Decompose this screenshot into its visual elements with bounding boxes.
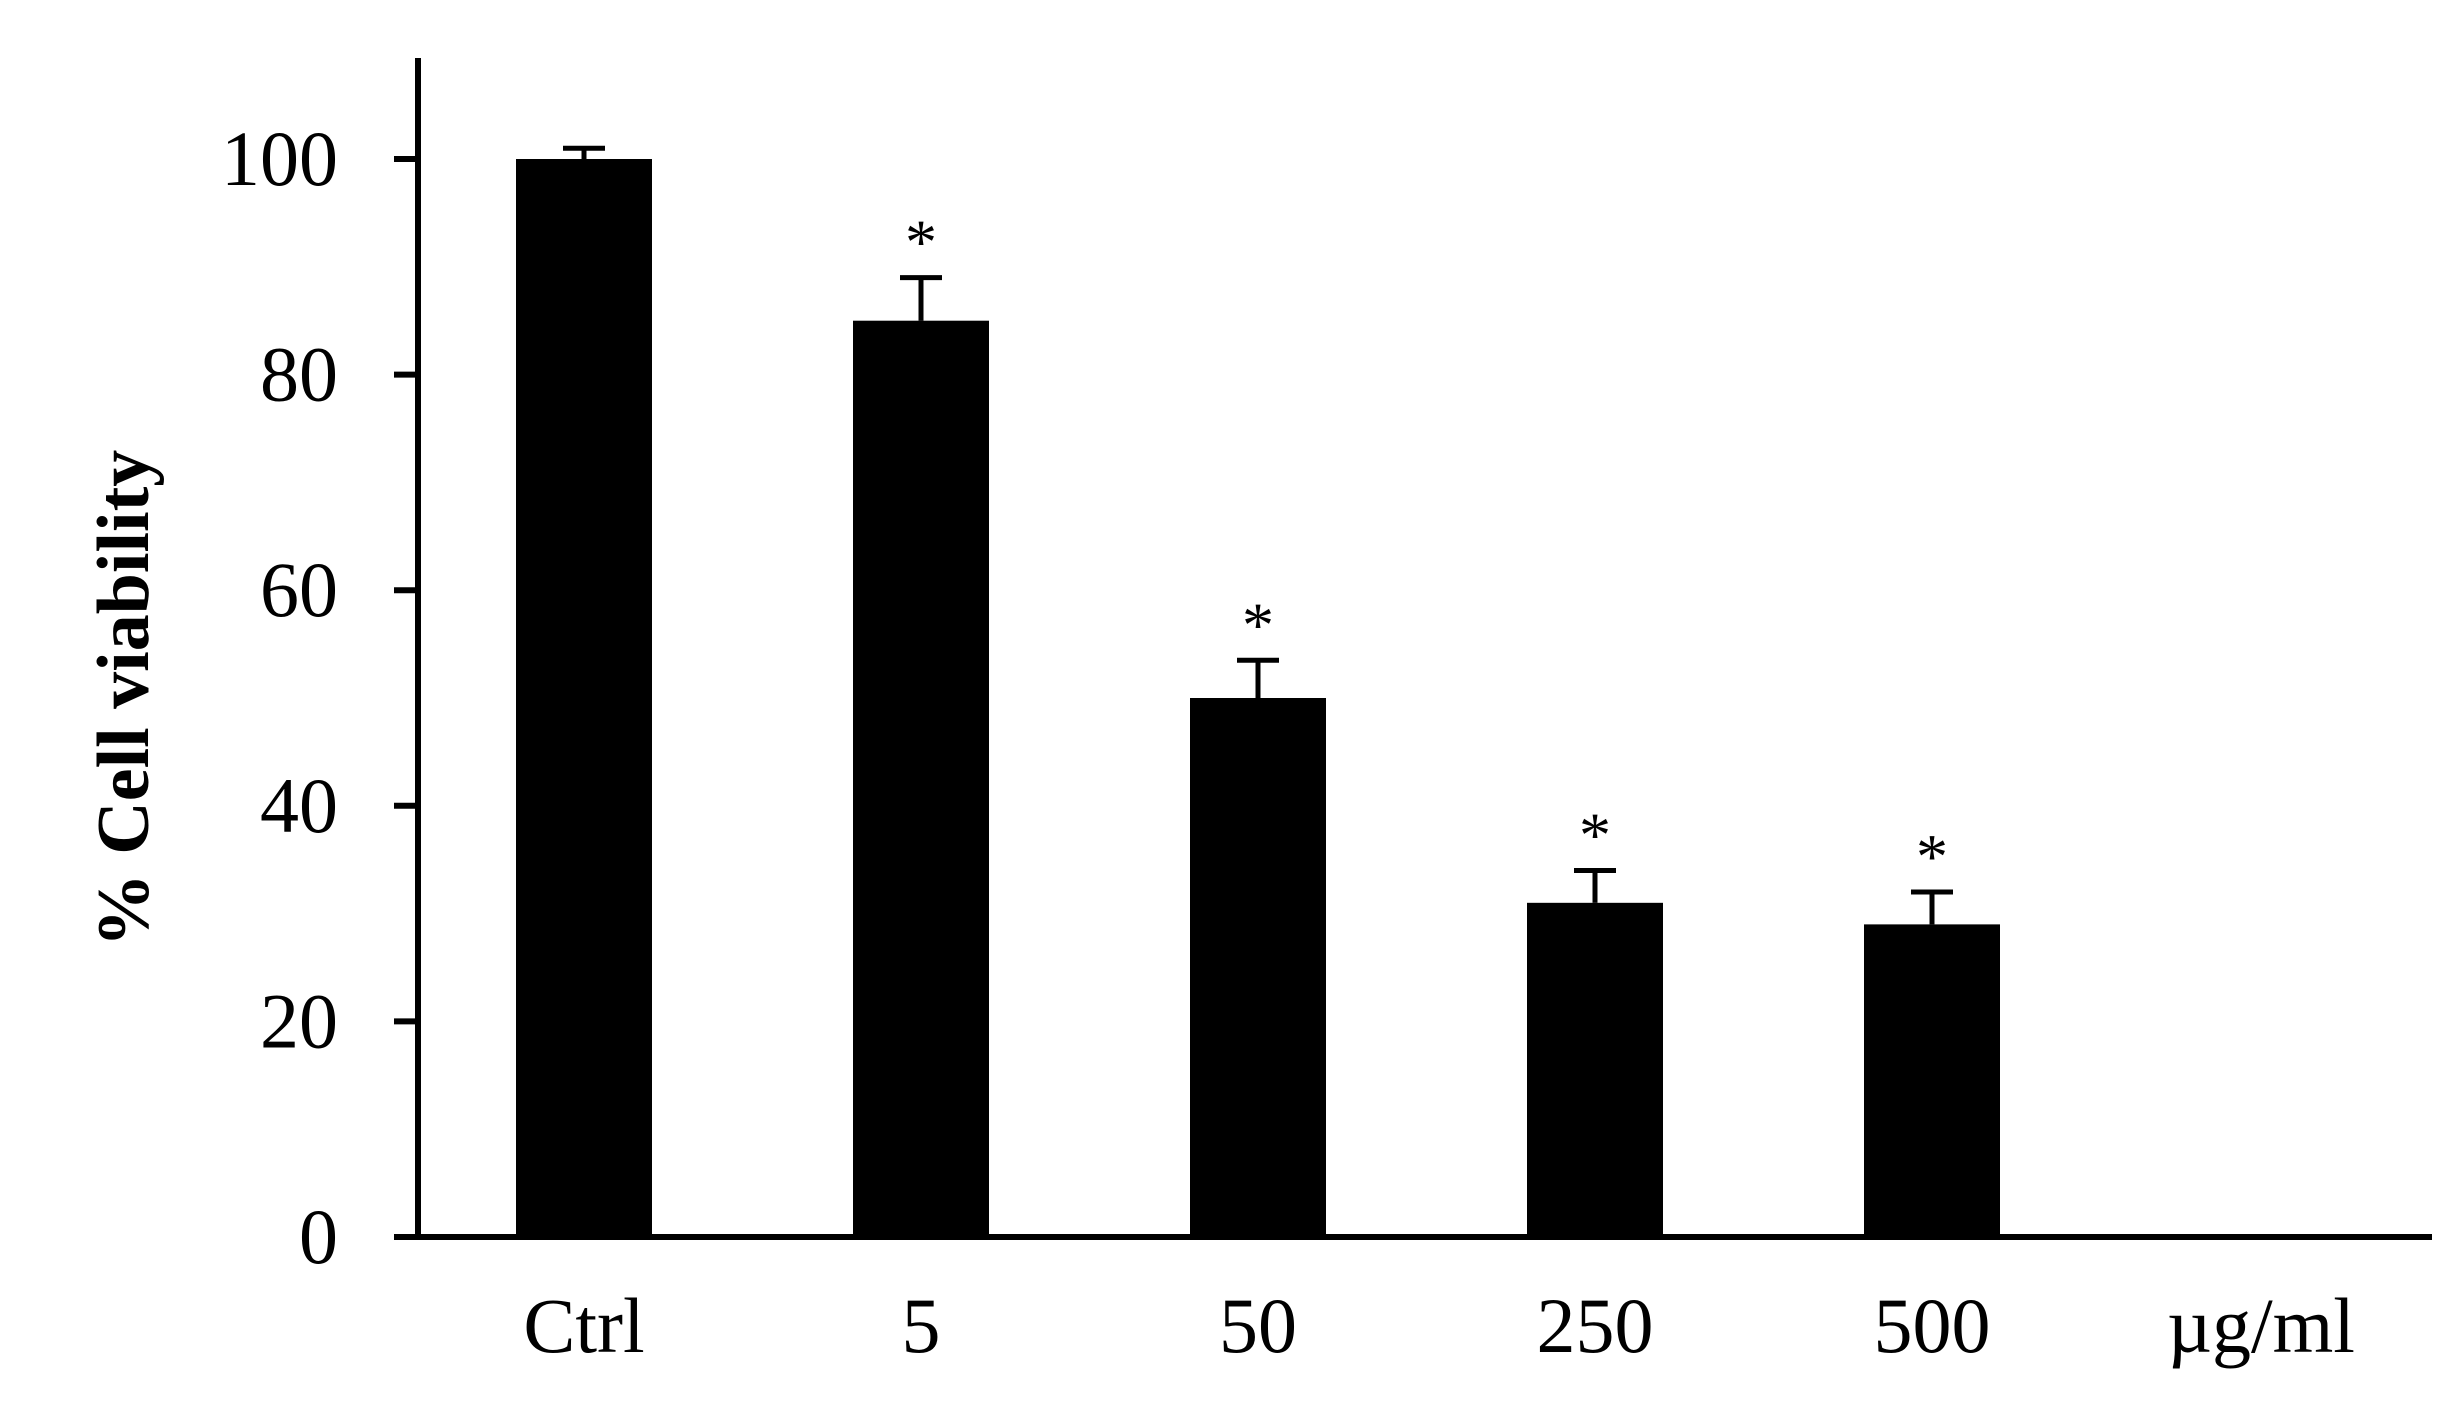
bar bbox=[1190, 698, 1326, 1237]
x-unit-label: µg/ml bbox=[2167, 1282, 2355, 1369]
y-axis-ticks: 0 20 40 60 80 100 bbox=[221, 115, 418, 1280]
x-category-label: 50 bbox=[1219, 1282, 1297, 1369]
significance-star: * bbox=[905, 207, 937, 278]
significance-star: * bbox=[1916, 821, 1948, 892]
bar bbox=[1527, 902, 1663, 1237]
error-bar bbox=[563, 145, 605, 159]
bar bbox=[1864, 924, 2000, 1237]
error-bar bbox=[1574, 867, 1616, 903]
significance-star: * bbox=[1242, 589, 1274, 660]
error-bar bbox=[1237, 657, 1279, 698]
significance-star: * bbox=[1579, 799, 1611, 870]
x-category-label: Ctrl bbox=[523, 1282, 644, 1369]
x-category-label: 5 bbox=[902, 1282, 941, 1369]
x-axis-labels: Ctrl 5 50 250 500 bbox=[523, 1282, 1990, 1369]
y-axis-label: % Cell viability bbox=[83, 450, 165, 947]
x-category-label: 250 bbox=[1537, 1282, 1654, 1369]
error-bars bbox=[563, 145, 1953, 925]
error-bar bbox=[900, 275, 942, 321]
y-tick-label: 60 bbox=[260, 546, 338, 633]
bar bbox=[516, 159, 652, 1237]
significance-markers: * * * * bbox=[905, 207, 1948, 892]
y-tick-label: 100 bbox=[221, 115, 338, 202]
error-bar bbox=[1911, 889, 1953, 925]
y-tick-label: 0 bbox=[299, 1193, 338, 1280]
bars bbox=[516, 159, 2000, 1237]
bar bbox=[853, 320, 989, 1237]
y-tick-label: 80 bbox=[260, 331, 338, 418]
y-tick-label: 20 bbox=[260, 977, 338, 1064]
x-category-label: 500 bbox=[1874, 1282, 1991, 1369]
y-tick-label: 40 bbox=[260, 762, 338, 849]
